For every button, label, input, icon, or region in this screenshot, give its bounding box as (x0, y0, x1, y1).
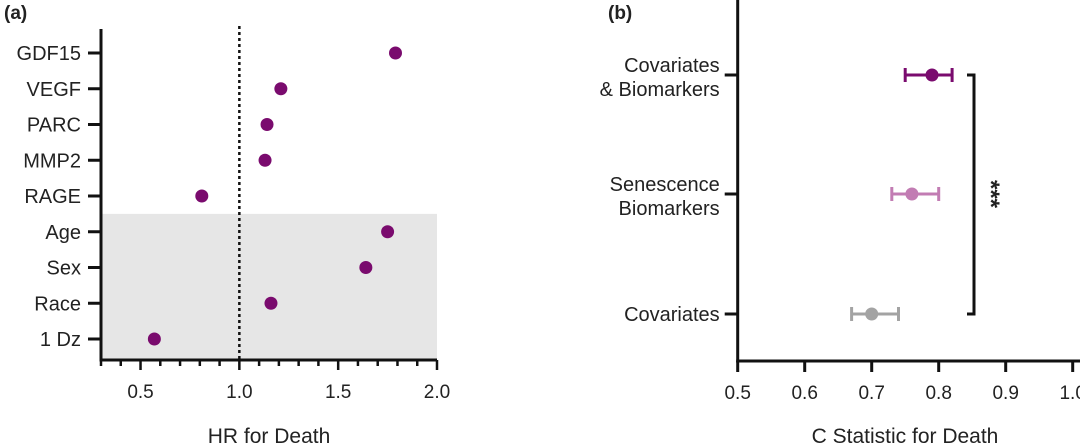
y-tick-label: GDF15 (17, 43, 81, 65)
panel-a: (a) 0.5 1.0 1.5 2.0 HR for Death GDF15 VEGF PARC… (4, 3, 450, 443)
panel-label: (a) (4, 3, 27, 24)
y-tick-label-line: Covariates (624, 304, 720, 326)
y-tick-label: RAGE (24, 186, 81, 208)
x-tick-label: 0.8 (925, 383, 951, 404)
y-tick-label: Race (34, 293, 81, 315)
significance-bracket (967, 73, 976, 316)
data-point (381, 225, 395, 239)
data-point (388, 46, 402, 60)
y-tick-label-line: Biomarkers (619, 198, 720, 220)
data-point (865, 307, 879, 321)
y-tick-label: Sex (47, 258, 81, 280)
y-tick-label: 1 Dz (40, 329, 81, 351)
y-tick-label: Covariates (624, 304, 720, 326)
x-tick-label: 0.5 (724, 383, 750, 404)
x-tick-label: 2.0 (424, 382, 450, 403)
data-point (264, 296, 278, 310)
y-tick-label: Covariates & Biomarkers (600, 55, 720, 101)
y-tick-label-line: Covariates (624, 55, 720, 77)
x-tick-label: 1.0 (226, 382, 252, 403)
data-point (195, 189, 209, 203)
panel-b: (b) 0.5 0.6 0.7 0.8 0.9 1.0 C Statistic for Dea… (600, 0, 1080, 443)
data-point (147, 332, 161, 346)
x-tick-label: 1.5 (325, 382, 351, 403)
x-axis-label: HR for Death (208, 425, 331, 443)
y-tick-label: PARC (27, 115, 81, 137)
y-tick-label-line: & Biomarkers (600, 79, 720, 101)
x-tick-label: 0.9 (992, 383, 1018, 404)
data-point (258, 153, 272, 167)
data-point (925, 68, 939, 82)
data-point (260, 118, 274, 131)
y-tick-label: VEGF (27, 79, 81, 101)
x-tick-label: 0.6 (791, 383, 817, 404)
x-tick-label: 0.7 (858, 383, 884, 404)
data-point (359, 261, 373, 274)
y-tick-label: Senescence Biomarkers (610, 174, 720, 220)
x-tick-label: 0.5 (127, 382, 153, 403)
data-point (274, 82, 288, 96)
y-tick-label: Age (45, 222, 81, 244)
data-point (905, 187, 919, 201)
significance-label: *** (977, 180, 1004, 209)
panel-label: (b) (608, 3, 632, 24)
y-tick-label-line: Senescence (610, 174, 720, 196)
y-tick-label: MMP2 (23, 150, 81, 172)
x-tick-label: 1.0 (1059, 383, 1080, 404)
x-axis-label: C Statistic for Death (812, 425, 999, 443)
